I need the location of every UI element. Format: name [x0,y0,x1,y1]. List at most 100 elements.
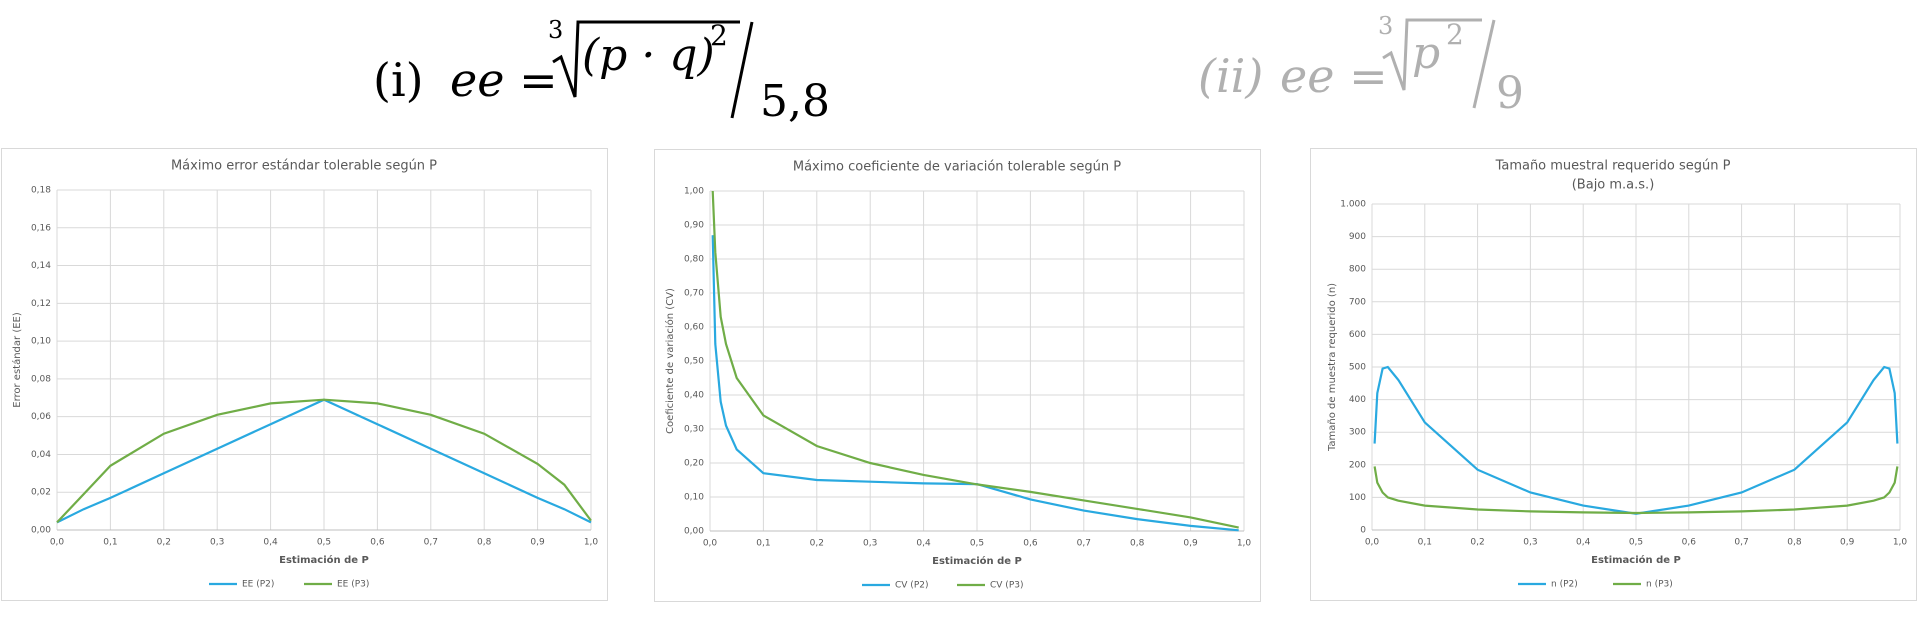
x-tick-label: 0,9 [1183,539,1198,549]
y-tick-label: 500 [1349,363,1366,373]
legend-label: n (P2) [1551,580,1578,590]
y-tick-label: 0,14 [31,261,51,271]
legend-label: CV (P3) [990,581,1023,591]
chart-frame [654,149,1261,602]
x-tick-label: 0,7 [424,538,438,548]
fraction-slash [1472,19,1496,109]
y-tick-label: 0,00 [684,527,704,537]
y-tick-label: 0,02 [31,488,51,498]
y-tick-label: 200 [1349,460,1366,470]
radicand: (p · q) [582,30,715,81]
y-tick-label: 0,20 [684,459,704,469]
x-tick-label: 0,6 [1023,539,1038,549]
legend-label: EE (P2) [242,580,274,590]
x-tick-label: 0,2 [1470,538,1484,548]
formula-label: (i) [373,53,424,107]
chart-frame [1310,148,1917,601]
exponent: 2 [1446,18,1464,51]
y-tick-label: 1,00 [684,187,704,197]
chart-title: Máximo error estándar tolerable según P [171,159,437,174]
y-tick-label: 0,04 [31,450,51,460]
radical-sign [552,20,740,98]
x-tick-label: 0,6 [370,538,385,548]
x-tick-label: 0,9 [1840,538,1855,548]
x-tick-label: 0,6 [1682,538,1697,548]
formula-1: (i) ee = 3 (p · q) 2 5,8 [373,16,830,127]
chart-title: Máximo coeficiente de variación tolerabl… [793,160,1121,175]
chart-title: Tamaño muestral requerido según P [1495,159,1731,174]
x-tick-label: 0,5 [970,539,984,549]
y-tick-label: 0,00 [31,526,51,536]
x-tick-label: 0,8 [477,538,492,548]
chart-subtitle: (Bajo m.a.s.) [1572,178,1655,193]
y-tick-label: 0,18 [31,186,51,196]
root-index: 3 [548,16,563,44]
x-tick-label: 1,0 [584,538,599,548]
x-tick-label: 0,0 [1365,538,1380,548]
x-tick-label: 0,0 [703,539,718,549]
y-tick-label: 0,10 [684,493,704,503]
exponent: 2 [710,19,728,52]
y-tick-label: 0,80 [684,255,704,265]
x-tick-label: 0,0 [50,538,65,548]
x-tick-label: 0,3 [210,538,224,548]
series-line [711,235,1239,532]
series-line [711,190,1239,529]
x-tick-label: 0,3 [1523,538,1537,548]
y-tick-label: 0,90 [684,221,704,231]
y-tick-label: 700 [1349,297,1366,307]
denominator: 9 [1496,68,1524,119]
chart-frame [1,148,608,601]
formula-2: (ii) ee = 3 p 2 9 [1198,12,1524,119]
y-tick-label: 0,60 [684,323,704,333]
radical-sign [1382,18,1482,91]
chart: Máximo error estándar tolerable según P 0… [1,148,608,601]
legend-label: EE (P3) [337,580,369,590]
x-tick-label: 0,4 [263,538,278,548]
y-tick-label: 0,40 [684,391,704,401]
y-tick-label: 1.000 [1340,200,1366,210]
x-tick-label: 0,4 [1576,538,1591,548]
x-tick-label: 0,9 [530,538,545,548]
x-tick-label: 0,7 [1734,538,1748,548]
y-tick-label: 800 [1349,265,1366,275]
x-axis-title: Estimación de P [1591,554,1681,566]
y-tick-label: 900 [1349,232,1366,242]
x-tick-label: 0,4 [916,539,931,549]
series-line [1373,466,1899,515]
x-tick-label: 1,0 [1893,538,1908,548]
x-tick-label: 0,1 [103,538,117,548]
y-tick-label: 0 [1360,526,1366,536]
denominator: 5,8 [760,76,830,127]
y-tick-label: 0,12 [31,299,51,309]
y-tick-label: 600 [1349,330,1366,340]
y-tick-label: 100 [1349,493,1366,503]
y-tick-label: 0,06 [31,412,51,422]
x-tick-label: 0,1 [1418,538,1432,548]
x-axis-title: Estimación de P [932,555,1022,567]
x-tick-label: 0,5 [317,538,331,548]
x-axis-title: Estimación de P [279,554,369,566]
y-tick-label: 0,50 [684,357,704,367]
x-tick-label: 0,2 [157,538,171,548]
y-tick-label: 0,30 [684,425,704,435]
legend-label: CV (P2) [895,581,928,591]
x-tick-label: 0,8 [1130,539,1145,549]
y-axis-title: Tamaño de muestra requerido (n) [1327,283,1338,452]
y-tick-label: 0,70 [684,289,704,299]
y-axis-title: Error estándar (EE) [11,312,23,408]
x-tick-label: 0,5 [1629,538,1643,548]
legend-label: n (P3) [1646,580,1673,590]
y-tick-label: 0,08 [31,374,51,384]
radicand: p [1412,28,1440,79]
x-tick-label: 1,0 [1237,539,1252,549]
series-line [56,398,592,524]
y-axis-title: Coeficiente de variación (CV) [664,288,676,434]
y-tick-label: 300 [1349,428,1366,438]
x-tick-label: 0,7 [1077,539,1091,549]
y-tick-label: 0,16 [31,223,51,233]
chart: Máximo coeficiente de variación tolerabl… [654,149,1261,602]
formula-lhs: ee = [1280,49,1388,103]
x-tick-label: 0,1 [756,539,770,549]
